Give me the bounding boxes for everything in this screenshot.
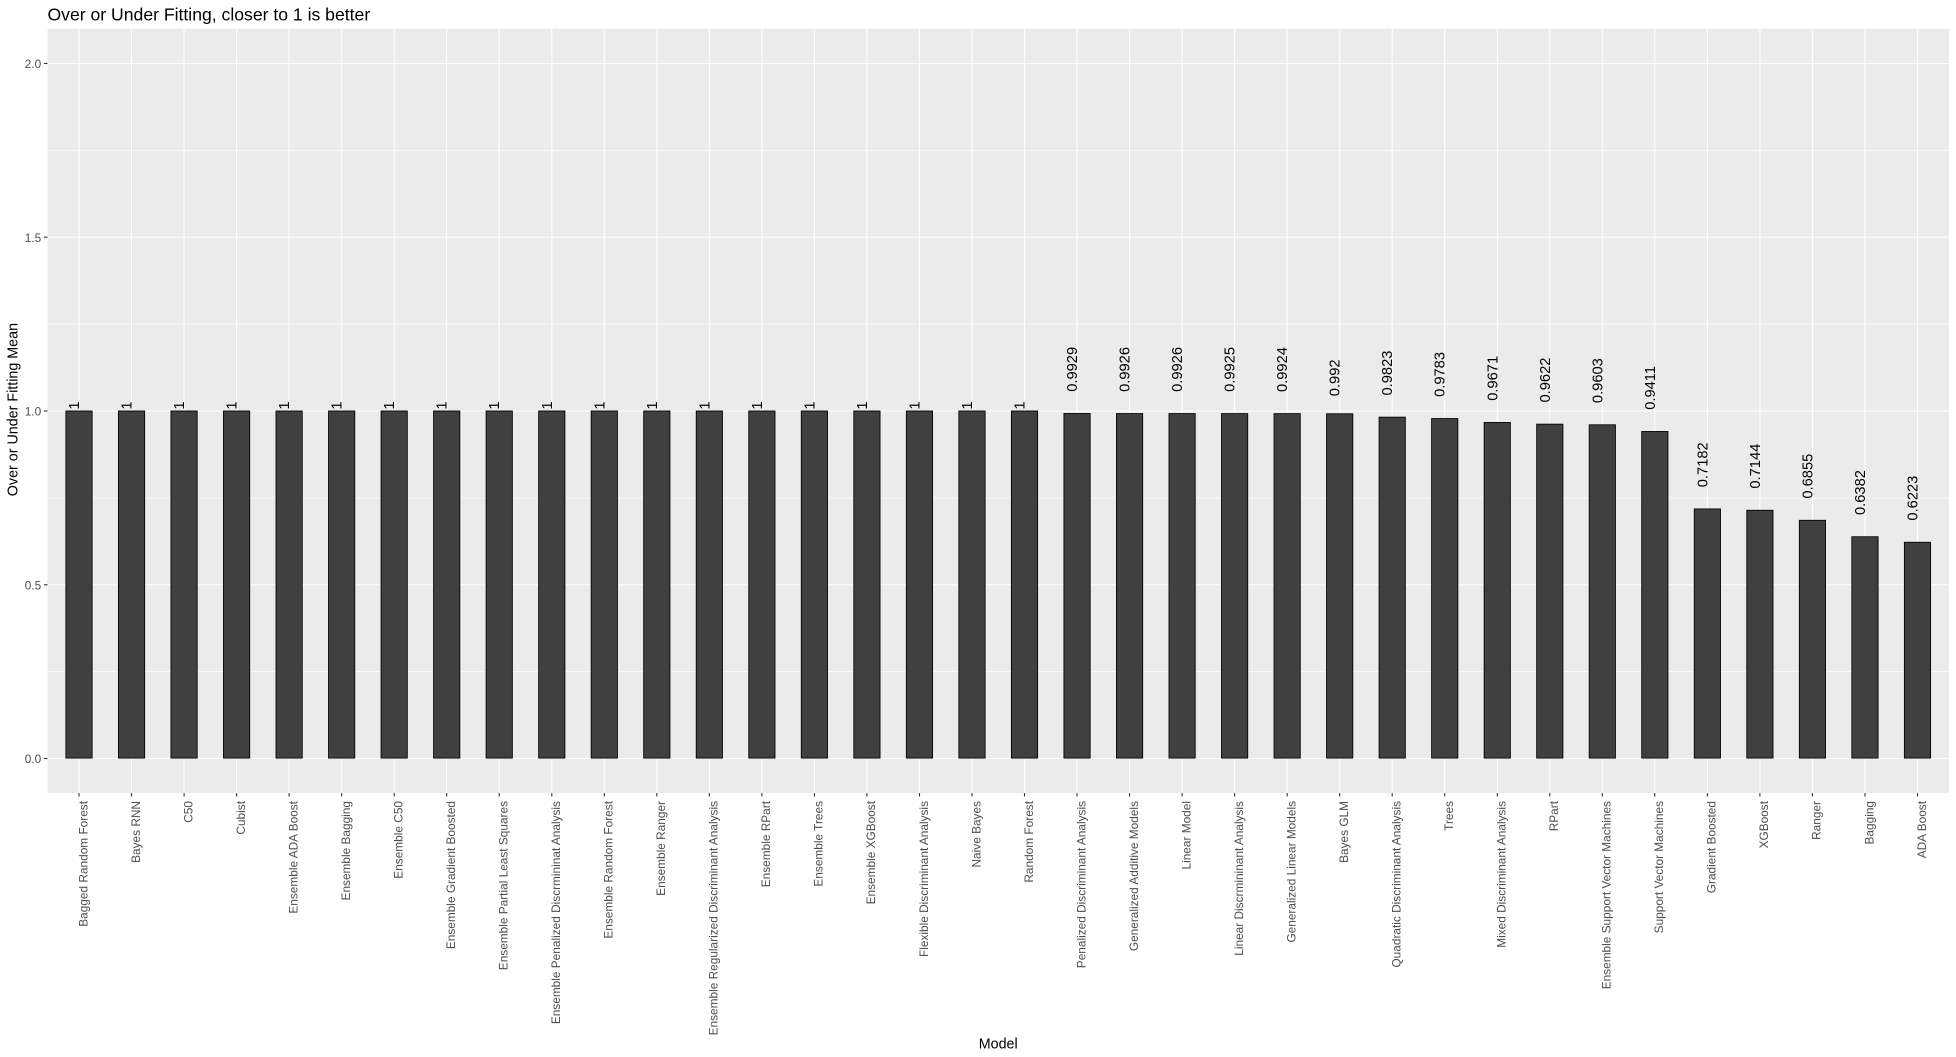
svg-text:1: 1 [960, 401, 976, 409]
svg-text:1: 1 [435, 401, 451, 409]
svg-text:XGBoost: XGBoost [1757, 800, 1771, 848]
svg-text:Ensemble Ranger: Ensemble Ranger [654, 801, 668, 896]
svg-text:Support Vector Machines: Support Vector Machines [1652, 801, 1666, 933]
svg-text:0.992: 0.992 [1328, 359, 1344, 396]
svg-text:1.5: 1.5 [25, 231, 42, 245]
svg-text:0.9823: 0.9823 [1380, 351, 1396, 396]
svg-text:1: 1 [277, 401, 293, 409]
svg-text:1: 1 [120, 401, 136, 409]
svg-text:0.9622: 0.9622 [1538, 358, 1554, 403]
svg-text:0.9783: 0.9783 [1433, 352, 1449, 397]
svg-text:1: 1 [645, 401, 661, 409]
svg-text:Model: Model [979, 1037, 1018, 1053]
svg-text:0.0: 0.0 [25, 752, 42, 766]
svg-text:0.9926: 0.9926 [1118, 347, 1134, 392]
svg-text:1: 1 [487, 401, 503, 409]
svg-text:Flexible Discriminant Analysis: Flexible Discriminant Analysis [917, 801, 931, 957]
svg-text:Random Forest: Random Forest [1022, 800, 1036, 882]
svg-text:0.5: 0.5 [25, 578, 42, 592]
svg-text:1: 1 [697, 401, 713, 409]
svg-text:0.9603: 0.9603 [1590, 358, 1606, 403]
svg-text:Ensemble XGBoost: Ensemble XGBoost [864, 800, 878, 904]
svg-text:Ensemble Support Vector Machin: Ensemble Support Vector Machines [1600, 801, 1614, 989]
svg-text:Trees: Trees [1442, 801, 1456, 831]
svg-text:Ensemble Partial Least Squares: Ensemble Partial Least Squares [497, 801, 511, 970]
svg-text:Generalized Linear Models: Generalized Linear Models [1285, 801, 1299, 943]
svg-text:ADA Boost: ADA Boost [1915, 800, 1929, 858]
svg-text:Quadratic Discriminant Analysi: Quadratic Discriminant Analysis [1390, 801, 1404, 968]
svg-text:Cubist: Cubist [234, 800, 248, 834]
svg-text:Ensemble RPart: Ensemble RPart [759, 800, 773, 887]
svg-text:Ensemble Trees: Ensemble Trees [812, 801, 826, 887]
svg-text:0.9924: 0.9924 [1275, 347, 1291, 392]
svg-text:1: 1 [540, 401, 556, 409]
svg-text:0.9926: 0.9926 [1170, 347, 1186, 392]
svg-text:1: 1 [908, 401, 924, 409]
svg-text:Mixed Discriminant Analysis: Mixed Discriminant Analysis [1495, 801, 1509, 948]
svg-text:1: 1 [382, 401, 398, 409]
svg-text:1: 1 [1013, 401, 1029, 409]
svg-text:1: 1 [330, 401, 346, 409]
svg-text:C50: C50 [181, 801, 195, 823]
svg-text:0.7144: 0.7144 [1748, 444, 1764, 489]
svg-text:Naive Bayes: Naive Bayes [969, 801, 983, 868]
svg-text:Ranger: Ranger [1810, 801, 1824, 840]
svg-text:0.9411: 0.9411 [1643, 366, 1659, 410]
svg-text:Penalized Discriminant Analysi: Penalized Discriminant Analysis [1074, 801, 1088, 968]
svg-text:1: 1 [225, 401, 241, 409]
svg-text:1: 1 [67, 401, 83, 409]
svg-text:1: 1 [802, 401, 818, 409]
svg-text:1: 1 [172, 401, 188, 409]
svg-text:0.6223: 0.6223 [1906, 476, 1922, 521]
svg-text:Over or Under Fitting Mean: Over or Under Fitting Mean [5, 323, 21, 496]
svg-text:0.9929: 0.9929 [1065, 347, 1081, 392]
svg-text:0.7182: 0.7182 [1695, 442, 1711, 487]
svg-text:Gradient Boosted: Gradient Boosted [1705, 801, 1719, 893]
svg-text:2.0: 2.0 [25, 57, 42, 71]
svg-text:Ensemble Gradient Boosted: Ensemble Gradient Boosted [444, 801, 458, 949]
svg-text:Ensemble C50: Ensemble C50 [392, 801, 406, 879]
svg-text:Ensemble Penalized Discrminina: Ensemble Penalized Discrmininat Analysis [549, 801, 563, 1024]
svg-text:Bayes GLM: Bayes GLM [1337, 801, 1351, 863]
svg-text:0.9925: 0.9925 [1223, 347, 1239, 392]
svg-text:Over or Under Fitting, closer: Over or Under Fitting, closer to 1 is be… [48, 5, 371, 25]
svg-text:Linear Discrmininant Analysis: Linear Discrmininant Analysis [1232, 801, 1246, 956]
svg-text:0.9671: 0.9671 [1485, 356, 1501, 401]
svg-text:RPart: RPart [1547, 800, 1561, 831]
svg-text:Ensemble Bagging: Ensemble Bagging [339, 801, 353, 900]
svg-text:0.6855: 0.6855 [1800, 454, 1816, 499]
svg-text:Bayes RNN: Bayes RNN [129, 801, 143, 863]
svg-text:1: 1 [750, 401, 766, 409]
svg-text:1: 1 [592, 401, 608, 409]
svg-text:Ensemble Random Forest: Ensemble Random Forest [602, 800, 616, 938]
svg-text:Ensemble Regularized Discrimin: Ensemble Regularized Discriminant Analys… [707, 801, 721, 1035]
svg-text:Generalized Additive Models: Generalized Additive Models [1127, 801, 1141, 951]
svg-text:Linear Model: Linear Model [1179, 801, 1193, 869]
svg-text:Bagged Random Forest: Bagged Random Forest [76, 800, 90, 926]
svg-text:1.0: 1.0 [25, 405, 42, 419]
svg-text:1: 1 [855, 401, 871, 409]
svg-text:Bagging: Bagging [1862, 801, 1876, 844]
svg-text:0.6382: 0.6382 [1853, 470, 1869, 515]
svg-text:Ensemble ADA Boost: Ensemble ADA Boost [286, 800, 300, 913]
